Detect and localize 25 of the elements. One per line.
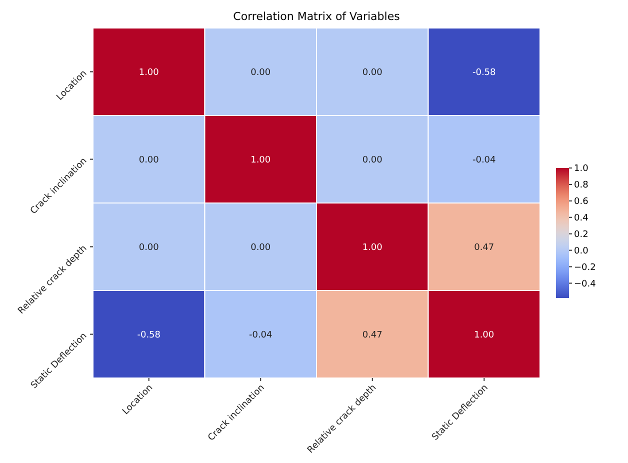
color-bar-label: 0.0 — [574, 246, 589, 256]
data-label: 0.47 — [474, 242, 494, 253]
data-label: 0.00 — [138, 242, 160, 253]
data-label: -0.04 — [472, 155, 496, 166]
data-label: 0.00 — [250, 68, 271, 78]
chart-title: Correlation Matrix of Variables — [233, 10, 400, 23]
color-bar-label: −0.4 — [574, 279, 596, 290]
data-label: 0.47 — [362, 330, 382, 340]
color-bar-label: −0.2 — [574, 262, 596, 273]
data-label: -0.58 — [472, 68, 496, 78]
color-bar-label: 0.6 — [574, 197, 589, 208]
color-bar-label: 0.4 — [574, 214, 589, 224]
color-bar-label: 0.8 — [574, 180, 589, 191]
data-label: 1.00 — [362, 242, 383, 253]
data-label: 1.00 — [250, 155, 271, 166]
data-label: 0.00 — [362, 68, 383, 78]
color-bar-label: 0.2 — [574, 230, 588, 240]
color-bar-label: 1.0 — [574, 164, 589, 174]
data-label: 0.00 — [362, 155, 383, 166]
data-label: -0.04 — [248, 330, 273, 340]
data-label: 0.00 — [250, 242, 271, 253]
data-label: 1.00 — [474, 330, 494, 340]
data-label: -0.58 — [137, 330, 161, 340]
data-label: 1.00 — [138, 68, 160, 78]
data-label: 0.00 — [138, 155, 160, 166]
